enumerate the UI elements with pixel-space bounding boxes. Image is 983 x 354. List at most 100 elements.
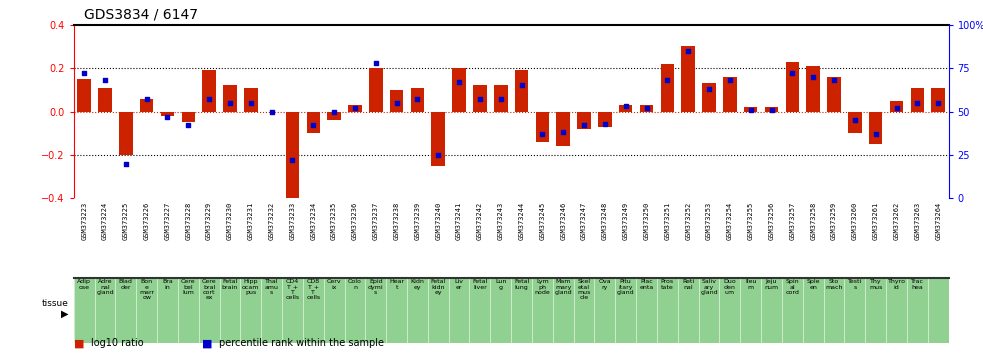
Text: Fetal
brain: Fetal brain — [222, 279, 238, 290]
Text: Thyro
id: Thyro id — [888, 279, 905, 290]
Point — [555, 130, 571, 135]
Text: Spin
al
cord: Spin al cord — [785, 279, 799, 295]
Text: percentile rank within the sample: percentile rank within the sample — [219, 338, 384, 348]
Point — [514, 82, 530, 88]
Text: GSM373228: GSM373228 — [185, 202, 192, 240]
Text: GSM373250: GSM373250 — [644, 202, 650, 240]
Text: Bra
in: Bra in — [162, 279, 173, 290]
Text: Colo
n: Colo n — [348, 279, 362, 290]
Text: GSM373238: GSM373238 — [393, 202, 400, 240]
Point — [472, 97, 488, 102]
Bar — [806, 66, 820, 112]
Bar — [661, 64, 674, 112]
Bar — [765, 107, 779, 112]
Text: Bon
e
marr
ow: Bon e marr ow — [139, 279, 154, 301]
Text: GSM373253: GSM373253 — [706, 202, 712, 240]
Text: GSM373264: GSM373264 — [935, 202, 941, 240]
Bar — [223, 85, 237, 112]
Bar — [160, 112, 174, 116]
Text: GSM373226: GSM373226 — [144, 202, 149, 240]
Bar — [182, 112, 195, 122]
Point — [451, 79, 467, 85]
Text: GSM373242: GSM373242 — [477, 202, 483, 240]
Bar — [327, 112, 341, 120]
Point — [118, 161, 134, 166]
Point — [576, 122, 592, 128]
Point — [701, 86, 717, 92]
Bar — [473, 85, 487, 112]
Point — [181, 122, 197, 128]
Bar — [140, 98, 153, 112]
Bar — [286, 112, 299, 202]
Point — [930, 100, 946, 105]
Point — [97, 78, 113, 83]
Text: GSM373257: GSM373257 — [789, 202, 795, 240]
Text: GSM373259: GSM373259 — [831, 202, 838, 240]
Text: Jeju
num: Jeju num — [765, 279, 779, 290]
Point — [284, 157, 300, 163]
Point — [159, 114, 175, 120]
Bar — [556, 112, 570, 146]
Text: GSM373248: GSM373248 — [602, 202, 607, 240]
Text: GSM373231: GSM373231 — [248, 202, 254, 240]
Point — [847, 118, 863, 123]
Point — [535, 131, 550, 137]
Text: GSM373260: GSM373260 — [852, 202, 858, 240]
Text: GSM373244: GSM373244 — [519, 202, 525, 240]
Text: GSM373240: GSM373240 — [435, 202, 441, 240]
Text: Sple
en: Sple en — [806, 279, 820, 290]
Point — [722, 78, 737, 83]
Text: GSM373252: GSM373252 — [685, 202, 691, 240]
Text: GSM373225: GSM373225 — [123, 202, 129, 240]
Text: GSM373249: GSM373249 — [622, 202, 629, 240]
Point — [263, 109, 279, 114]
Text: Plac
enta: Plac enta — [639, 279, 654, 290]
Point — [660, 78, 675, 83]
Text: Cerv
ix: Cerv ix — [326, 279, 341, 290]
Text: GSM373233: GSM373233 — [289, 202, 296, 240]
Text: GSM373237: GSM373237 — [373, 202, 378, 240]
Text: tissue: tissue — [42, 299, 69, 308]
Bar — [348, 105, 362, 112]
Point — [222, 100, 238, 105]
Text: Trac
hea: Trac hea — [911, 279, 924, 290]
Point — [805, 74, 821, 80]
Point — [868, 131, 884, 137]
Text: Kidn
ey: Kidn ey — [411, 279, 425, 290]
Text: Cere
bel
lum: Cere bel lum — [181, 279, 196, 295]
Text: GSM373227: GSM373227 — [164, 202, 170, 240]
Text: Liv
er: Liv er — [454, 279, 464, 290]
Text: Fetal
liver: Fetal liver — [472, 279, 488, 290]
Text: GSM373251: GSM373251 — [665, 202, 670, 240]
Text: Cere
bral
cort
ex: Cere bral cort ex — [202, 279, 216, 301]
Point — [77, 70, 92, 76]
Bar — [932, 88, 945, 112]
Bar — [98, 88, 112, 112]
Text: Hear
t: Hear t — [389, 279, 404, 290]
Bar — [390, 90, 403, 112]
Bar — [369, 68, 382, 112]
Text: Ova
ry: Ova ry — [599, 279, 611, 290]
Point — [347, 105, 363, 111]
Text: Lym
ph
node: Lym ph node — [535, 279, 550, 295]
Bar — [785, 62, 799, 112]
Text: GSM373254: GSM373254 — [726, 202, 733, 240]
Bar — [411, 88, 425, 112]
Text: CD8
T +
T
cells: CD8 T + T cells — [307, 279, 320, 301]
Bar — [890, 101, 903, 112]
Bar — [577, 112, 591, 129]
Text: GSM373256: GSM373256 — [769, 202, 775, 240]
Bar — [598, 112, 611, 127]
Text: GSM373246: GSM373246 — [560, 202, 566, 240]
Bar — [848, 112, 862, 133]
Point — [889, 105, 904, 111]
Text: Fetal
lung: Fetal lung — [514, 279, 529, 290]
Point — [680, 48, 696, 53]
Point — [826, 78, 841, 83]
Text: CD4
T +
T
cells: CD4 T + T cells — [285, 279, 300, 301]
Bar — [244, 88, 258, 112]
Text: GSM373232: GSM373232 — [268, 202, 274, 240]
Text: GSM373230: GSM373230 — [227, 202, 233, 240]
Text: GSM373223: GSM373223 — [82, 202, 87, 240]
Bar — [515, 70, 528, 112]
